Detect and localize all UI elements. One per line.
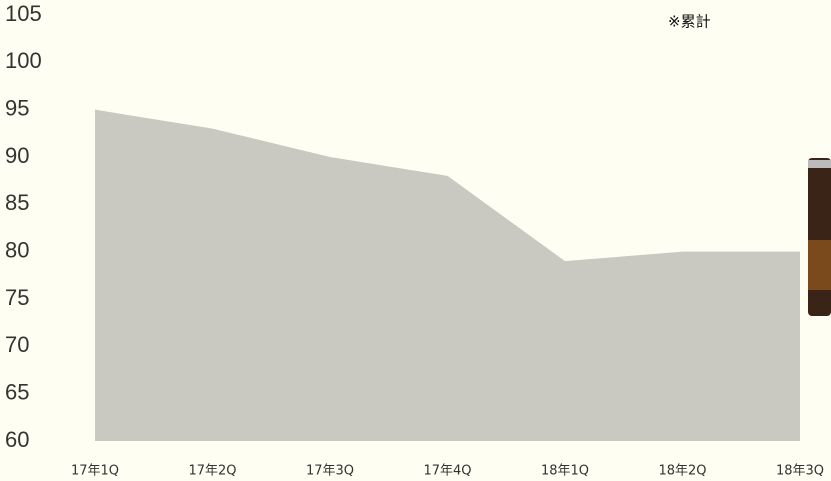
y-tick-label: 80 xyxy=(5,237,29,262)
x-tick-label: 17年3Q xyxy=(306,464,354,479)
x-tick-label: 17年4Q xyxy=(423,464,471,479)
y-tick-label: 95 xyxy=(5,95,29,120)
x-tick-label: 17年2Q xyxy=(188,464,236,479)
y-tick-label: 85 xyxy=(5,190,29,215)
x-tick-label: 18年3Q xyxy=(776,464,824,479)
y-tick-label: 100 xyxy=(5,48,42,73)
y-tick-label: 75 xyxy=(5,285,29,310)
x-tick-label: 17年1Q xyxy=(71,464,119,479)
area xyxy=(95,109,800,442)
y-tick-label: 70 xyxy=(5,332,29,357)
annotation: ※累計 xyxy=(668,13,711,31)
product-image xyxy=(808,158,831,316)
y-tick-label: 105 xyxy=(5,1,42,26)
x-tick-label: 18年1Q xyxy=(541,464,589,479)
y-tick-label: 90 xyxy=(5,143,29,168)
x-tick-label: 18年2Q xyxy=(658,464,706,479)
y-tick-label: 65 xyxy=(5,379,29,404)
y-tick-label: 60 xyxy=(5,427,29,452)
